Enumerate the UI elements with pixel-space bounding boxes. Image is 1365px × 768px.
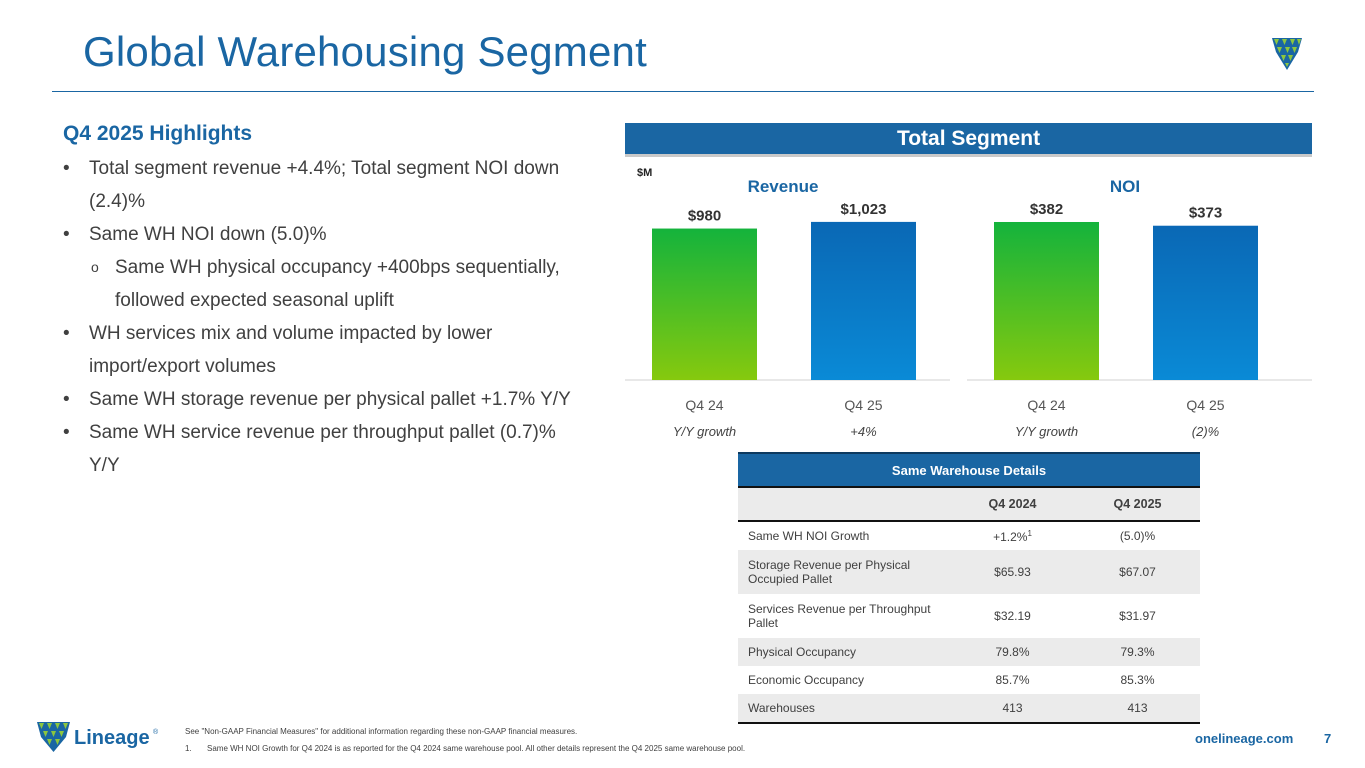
lineage-wordmark: Lineage [74,727,150,749]
highlight-text-line: import/export volumes [89,356,276,377]
noi-bar-q4-24 [994,221,1099,380]
highlights-heading: Q4 2025 Highlights [63,122,253,145]
segment-charts: $M Revenue $980 Q4 24 $1,023 Q4 25 Y/Y growth +… [625,167,1312,439]
table-row-label: Services Revenue per Throughput Pallet [748,602,931,630]
highlight-bullet: • Total segment revenue +4.4%; Total segm… [63,152,623,218]
table-cell-value: $32.19 [994,609,1031,623]
bullet-marker: • [63,422,70,443]
highlight-text-line: Same WH NOI down (5.0)% [89,224,327,245]
revenue-x-tick-label: Q4 24 [685,397,723,413]
bullet-marker: • [63,389,70,410]
bullet-marker: • [63,224,70,245]
highlights-list: • Total segment revenue +4.4%; Total segm… [63,152,623,482]
title-divider [52,91,1314,92]
lineage-registered-mark: ® [153,728,159,736]
highlight-text-line: Y/Y [89,455,120,476]
highlights-panel: Q4 2025 Highlights • Total segment revenu… [63,122,623,482]
highlight-text-line: Total segment revenue +4.4%; Total segme… [89,158,560,179]
revenue-data-label: $980 [688,208,721,225]
table-row: Physical Occupancy 79.8% 79.3% [738,638,1200,666]
revenue-growth-value: +4% [850,424,876,439]
segment-banner-shadow [625,154,1312,157]
footnote-marker: 1 [1027,528,1032,538]
noi-chart-title: NOI [1110,177,1140,196]
table-cell-value: +1.2% [993,529,1028,544]
noi-x-tick-label: Q4 24 [1027,397,1065,413]
footnote-non-gaap: See "Non-GAAP Financial Measures" for ad… [185,727,578,736]
highlight-text-line: Same WH physical occupancy +400bps seque… [115,257,560,278]
table-cell-value: $65.93 [994,565,1031,579]
table-row: Services Revenue per Throughput Pallet $3… [738,594,1200,638]
table-cell-q4-2025: (5.0)% [1119,529,1156,543]
segment-banner: Total Segment [625,123,1312,154]
table-cell-q4-2025: 413 [1075,694,1200,724]
highlight-bullet: • WH services mix and volume impacted by … [63,317,623,383]
table-cell-q4-2024: 413 [950,694,1075,724]
footnote-1: 1. Same WH NOI Growth for Q4 2024 is as r… [185,744,745,753]
lineage-shield-icon [1272,38,1302,70]
website-link[interactable]: onelineage.com [1195,731,1294,746]
page-number: 7 [1324,731,1332,746]
revenue-bar-q4-25 [811,221,916,380]
unit-label: $M [637,167,652,179]
revenue-x-tick-label: Q4 25 [844,397,882,413]
table-cell-q4-2025: 85.3% [1120,673,1155,687]
table-cell-q4-2024: 79.8% [950,638,1075,666]
same-warehouse-table: Same Warehouse Details Q4 2024 Q4 2025 S… [738,452,1200,724]
table-cell-q4-2025: $31.97 [1119,609,1156,623]
highlight-bullet: • Same WH service revenue per throughput … [63,416,623,482]
table-cell-value: 413 [1002,701,1023,715]
table-cell-q4-2024: 85.7% [950,666,1075,694]
bullet-marker: o [91,259,99,275]
noi-bar-q4-25 [1153,225,1258,380]
table-cell-value: 79.8% [995,645,1030,659]
table-row: Warehouses 413 413 [738,694,1200,724]
table-row-label: Same WH NOI Growth [748,529,870,543]
table-header-label [738,487,950,522]
table-row: Same WH NOI Growth +1.2%1 (5.0)% [738,521,1200,550]
revenue-data-label: $1,023 [841,201,887,218]
revenue-growth-label: Y/Y growth [673,424,736,439]
table-cell-q4-2025: $67.07 [1075,550,1200,594]
table-cell-q4-2024: $32.19 [950,594,1075,638]
table-row: Storage Revenue per Physical Occupied Pa… [738,550,1200,594]
bullet-marker: • [63,158,70,179]
table-row-label: Storage Revenue per Physical Occupied Pa… [738,550,950,594]
highlight-bullet: • Same WH NOI down (5.0)% [63,218,623,251]
table-header-q4-2024: Q4 2024 [950,487,1075,522]
noi-x-tick-label: Q4 25 [1186,397,1224,413]
highlight-text-line: WH services mix and volume impacted by l… [89,323,493,344]
highlight-text-line: (2.4)% [89,191,145,212]
table-cell-q4-2024: +1.2%1 [950,521,1075,550]
highlight-bullet: • Same WH storage revenue per physical pa… [63,383,623,416]
highlight-text-line: followed expected seasonal uplift [115,290,394,311]
table-row-label: Warehouses [738,694,950,724]
table-row-label: Physical Occupancy [738,638,950,666]
table-caption: Same Warehouse Details [738,452,1200,488]
table-cell-q4-2024: $65.93 [950,550,1075,594]
bullet-marker: • [63,323,70,344]
revenue-bar-q4-24 [652,228,757,380]
footnote-1-number: 1. [185,744,192,753]
table-cell-value: 85.7% [995,673,1030,687]
table-body: Same WH NOI Growth +1.2%1 (5.0)% Storage Re… [738,521,1200,724]
noi-data-label: $382 [1030,201,1063,218]
table-row-label: Economic Occupancy [748,673,865,687]
noi-growth-value: (2)% [1192,424,1219,439]
table-cell-q4-2025: 79.3% [1075,638,1200,666]
highlight-sub-bullet: o Same WH physical occupancy +400bps sequ… [63,251,623,317]
table-header-q4-2025: Q4 2025 [1075,487,1200,522]
noi-growth-label: Y/Y growth [1015,424,1078,439]
footnote-1-text: Same WH NOI Growth for Q4 2024 is as rep… [207,744,746,753]
table-row: Economic Occupancy 85.7% 85.3% [738,666,1200,694]
highlight-text-line: Same WH service revenue per throughput p… [89,422,556,443]
revenue-chart-title: Revenue [748,177,819,196]
highlight-text-line: Same WH storage revenue per physical pal… [89,389,571,410]
page-title: Global Warehousing Segment [83,28,647,75]
lineage-logo: Lineage ® [37,722,159,752]
noi-data-label: $373 [1189,205,1222,222]
